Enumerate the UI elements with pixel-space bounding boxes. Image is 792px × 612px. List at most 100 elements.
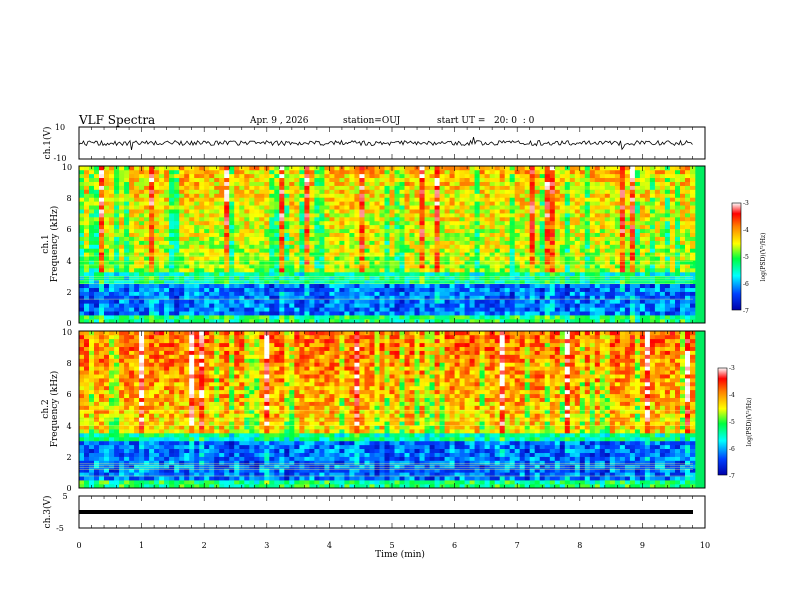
spectrogram-cell: [409, 189, 415, 194]
spectrogram-cell: [629, 260, 636, 265]
spectrogram-cell: [334, 173, 340, 179]
spectrogram-cell: [314, 264, 320, 269]
spectrogram-cell: [489, 169, 495, 175]
spectrogram-cell: [469, 256, 475, 261]
spectrogram-cell: [99, 209, 105, 214]
spectrogram-cell: [685, 279, 691, 285]
spectrogram-cell: [439, 197, 445, 202]
spectrogram-cell: [544, 264, 550, 269]
spectrogram-cell: [614, 311, 621, 316]
spectrogram-cell: [574, 240, 581, 245]
spectrogram-cell: [669, 217, 676, 222]
spectrogram-cell: [680, 272, 686, 277]
spectrogram-cell: [254, 217, 260, 222]
spectrogram-cell: [119, 173, 125, 179]
spectrogram-cell: [159, 303, 165, 308]
spectrogram-cell: [324, 319, 330, 324]
spectrogram-cell: [384, 287, 390, 292]
spectrogram-cell: [254, 189, 260, 194]
spectrogram-cell: [629, 315, 636, 320]
spectrogram-cell: [469, 232, 475, 237]
spectrogram-cell: [499, 264, 505, 269]
spectrogram-cell: [139, 169, 145, 175]
spectrogram-cell: [394, 248, 400, 253]
spectrogram-cell: [494, 189, 500, 194]
spectrogram-cell: [680, 228, 686, 234]
spectrogram-cell: [339, 244, 345, 249]
spectrogram-cell: [354, 299, 360, 304]
spectrogram-cell: [189, 272, 195, 277]
spectrogram-cell: [264, 272, 270, 277]
spectrogram-cell: [519, 213, 525, 218]
spectrogram-cell: [534, 291, 540, 296]
spectrogram-cell: [654, 264, 661, 269]
spectrogram-cell: [179, 268, 185, 273]
spectrogram-cell: [484, 299, 490, 304]
spectrogram-cell: [104, 252, 110, 257]
spectrogram-cell: [539, 217, 545, 222]
spectrogram-cell: [444, 185, 450, 190]
spectrogram-cell: [549, 248, 556, 253]
spectrogram-cell: [649, 228, 656, 234]
spectrogram-cell: [529, 197, 535, 202]
spectrogram-cell: [389, 252, 395, 257]
spectrogram-cell: [554, 256, 561, 261]
spectrogram-cell: [404, 193, 410, 198]
spectrogram-cell: [359, 295, 365, 300]
spectrogram-cell: [604, 232, 611, 237]
spectrogram-cell: [474, 311, 480, 316]
spectrogram-cell: [344, 236, 350, 241]
spectrogram-cell: [690, 315, 696, 320]
spectrogram-cell: [104, 244, 110, 249]
spectrogram-cell: [594, 248, 601, 253]
spectrogram-cell: [459, 197, 465, 202]
spectrogram-cell: [664, 252, 671, 257]
spectrogram-cell: [264, 201, 270, 206]
spectrogram-cell: [534, 220, 540, 226]
spectrogram-cell: [579, 311, 586, 316]
spectrogram-cell: [159, 268, 165, 273]
spectrogram-cell: [94, 213, 100, 218]
spectrogram-cell: [364, 244, 370, 249]
spectrogram-cell: [264, 236, 270, 241]
spectrogram-cell: [259, 299, 265, 304]
spectrogram-cell: [474, 217, 480, 222]
spectrogram-cell: [444, 244, 450, 249]
spectrogram-cell: [579, 295, 586, 300]
spectrogram-cell: [94, 177, 100, 183]
spectrogram-cell: [154, 303, 160, 308]
spectrogram-cell: [589, 244, 596, 249]
spectrogram-cell: [189, 189, 195, 194]
spectrogram-cell: [229, 319, 235, 324]
spectrogram-cell: [384, 173, 390, 179]
spectrogram-cell: [299, 319, 305, 324]
spectrogram-cell: [589, 315, 596, 320]
spectrogram-cell: [359, 248, 365, 253]
spectrogram-cell: [319, 268, 325, 273]
spectrogram-cell: [294, 173, 300, 179]
spectrogram-cell: [404, 181, 410, 186]
spectrogram-cell: [464, 232, 470, 237]
spectrogram-cell: [414, 201, 420, 206]
spectrogram-cell: [444, 213, 450, 218]
spectrogram-cell: [524, 240, 530, 245]
spectrogram-cell: [154, 315, 160, 320]
spectrogram-cell: [399, 220, 405, 226]
spectrogram-cell: [224, 197, 230, 202]
spectrogram-cell: [484, 279, 490, 285]
spectrogram-cell: [529, 232, 535, 237]
spectrogram-cell: [99, 177, 105, 183]
spectrogram-cell: [144, 181, 150, 186]
spectrogram-cell: [569, 220, 576, 226]
spectrogram-cell: [214, 169, 220, 175]
spectrogram-cell: [224, 319, 230, 324]
spectrogram-cell: [474, 303, 480, 308]
spectrogram-cell: [514, 193, 520, 198]
spectrogram-cell: [439, 303, 445, 308]
spectrogram-cell: [584, 264, 591, 269]
spectrogram-cell: [409, 185, 415, 190]
spectrogram-cell: [314, 236, 320, 241]
spectrogram-cell: [299, 166, 305, 171]
spectrogram-cell: [189, 220, 195, 226]
spectrogram-cell: [514, 256, 520, 261]
